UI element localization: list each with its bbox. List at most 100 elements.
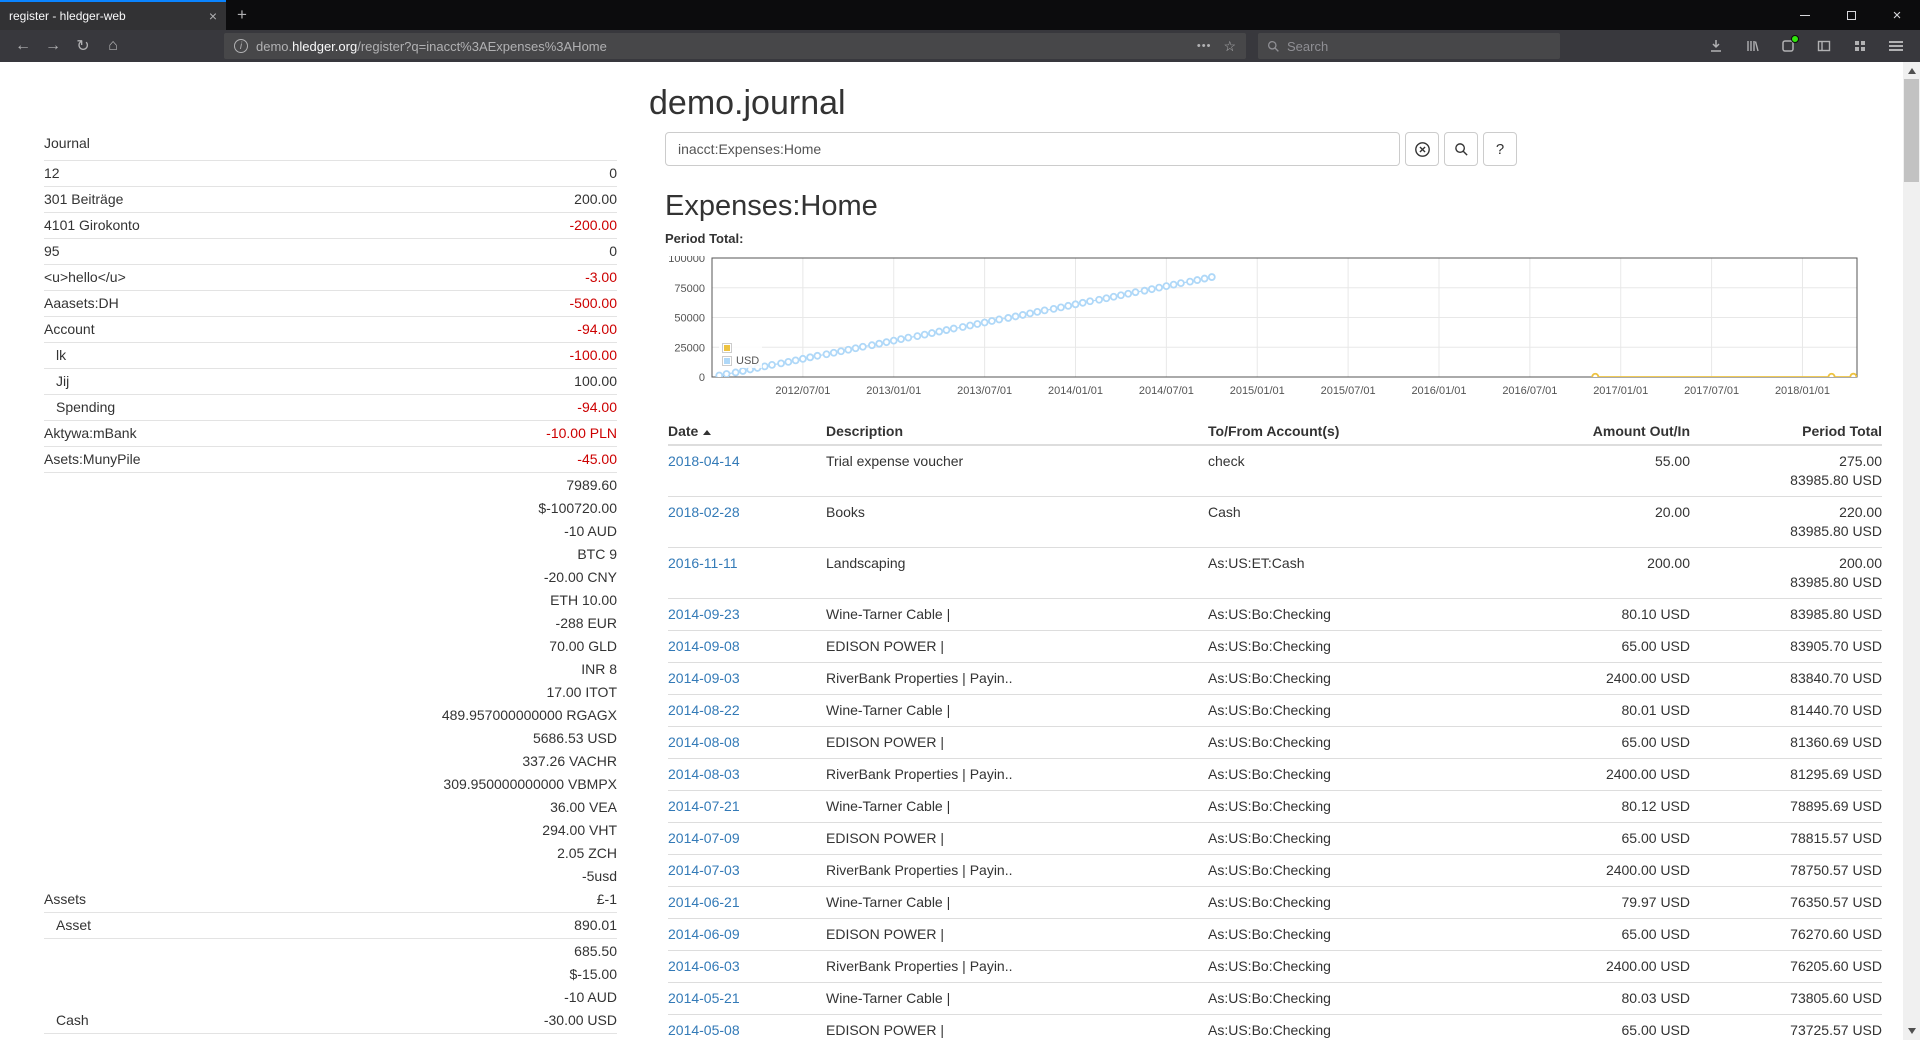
legend-color-box — [722, 342, 732, 353]
window-close-button[interactable]: × — [1892, 6, 1902, 24]
browser-search-field[interactable]: Search — [1258, 33, 1560, 59]
account-link[interactable]: Aktywa:mBank — [44, 425, 137, 441]
menu-icon[interactable] — [1882, 33, 1910, 59]
account-line: INR 8 — [44, 658, 617, 681]
transaction-description: EDISON POWER | — [826, 630, 1208, 663]
account-line: 294.00 VHT — [44, 819, 617, 842]
account-link[interactable]: Spending — [56, 399, 116, 415]
account-link[interactable]: lk — [56, 347, 67, 363]
account-link[interactable]: Asset — [56, 917, 92, 933]
new-tab-button[interactable]: + — [237, 5, 247, 24]
account-link[interactable]: Assets — [44, 891, 87, 907]
transaction-date-link[interactable]: 2014-07-21 — [668, 798, 740, 814]
account-entry: Jij 100.00 — [44, 369, 617, 395]
search-button[interactable] — [1444, 132, 1478, 166]
transaction-amount: 55.00 — [1538, 444, 1690, 497]
account-link[interactable]: Aaasets:DH — [44, 295, 119, 311]
chart-legend: USD — [719, 340, 763, 368]
transaction-account: As:US:Bo:Checking — [1208, 662, 1538, 695]
scrollbar-up-arrow[interactable] — [1903, 62, 1920, 79]
svg-text:2014/01/01: 2014/01/01 — [1048, 385, 1103, 397]
svg-text:50000: 50000 — [674, 313, 705, 325]
home-icon[interactable]: ⌂ — [108, 37, 118, 54]
register-row: 2014-09-08 EDISON POWER | As:US:Bo:Checkin… — [668, 630, 1882, 663]
account-link[interactable]: 301 Beiträge — [44, 191, 124, 207]
account-line: 17.00 ITOT — [44, 681, 617, 704]
account-line: 7989.60 — [44, 474, 617, 497]
column-header-date[interactable]: Date — [668, 418, 826, 446]
account-link[interactable]: 4101 Girokonto — [44, 217, 140, 233]
transaction-date-link[interactable]: 2014-07-03 — [668, 862, 740, 878]
help-button[interactable]: ? — [1483, 132, 1517, 166]
query-form: ? — [665, 132, 1517, 166]
download-icon[interactable] — [1702, 33, 1730, 59]
transaction-date-link[interactable]: 2014-08-08 — [668, 734, 740, 750]
account-link[interactable]: Cash — [56, 1012, 89, 1028]
transaction-running-total: 78895.69 USD — [1690, 790, 1882, 823]
back-icon[interactable]: ← — [15, 37, 31, 54]
account-link[interactable]: <u>hello</u> — [44, 269, 126, 285]
account-link[interactable]: 12 — [44, 165, 60, 181]
account-link[interactable] — [44, 1035, 56, 1040]
transaction-running-total: 78815.57 USD — [1690, 822, 1882, 855]
forward-icon[interactable]: → — [45, 37, 61, 54]
account-link[interactable]: Asets:MunyPile — [44, 451, 141, 467]
transaction-date-link[interactable]: 2014-06-21 — [668, 894, 740, 910]
transaction-amount: 65.00 USD — [1538, 1014, 1690, 1040]
account-balance: 489.957000000000 RGAGX — [441, 707, 617, 723]
transaction-date-link[interactable]: 2014-08-03 — [668, 766, 740, 782]
browser-tab[interactable]: register - hledger-web × — [0, 0, 226, 30]
transaction-date-link[interactable]: 2014-09-03 — [668, 670, 740, 686]
transaction-date-link[interactable]: 2014-06-09 — [668, 926, 740, 942]
extension-icon[interactable] — [1774, 33, 1802, 59]
transaction-date-link[interactable]: 2014-08-22 — [668, 702, 740, 718]
transaction-running-total: 81360.69 USD — [1690, 726, 1882, 759]
account-link[interactable] — [44, 986, 56, 1009]
transaction-date-link[interactable]: 2014-05-21 — [668, 990, 740, 1006]
transaction-date-link[interactable]: 2018-02-28 — [668, 504, 740, 520]
scrollbar-thumb[interactable] — [1904, 79, 1919, 182]
maximize-button[interactable] — [1828, 0, 1874, 30]
magnifier-icon — [1454, 142, 1468, 156]
account-link[interactable]: Jij — [56, 373, 70, 389]
site-info-icon[interactable]: i — [234, 39, 248, 53]
page-scrollbar[interactable] — [1903, 62, 1920, 1040]
account-entry: <u>hello</u> -3.00 — [44, 265, 617, 291]
sidebar-journal-link[interactable]: Journal — [44, 135, 90, 151]
apps-grid-icon[interactable] — [1846, 33, 1874, 59]
library-icon[interactable] — [1738, 33, 1766, 59]
svg-text:100000: 100000 — [668, 256, 705, 265]
scrollbar-down-arrow[interactable] — [1907, 1028, 1916, 1034]
transaction-account: As:US:Bo:Checking — [1208, 630, 1538, 663]
legend-color-box — [722, 355, 732, 366]
sidebar-toggle-icon[interactable] — [1810, 33, 1838, 59]
transaction-running-total: 73805.60 USD — [1690, 982, 1882, 1015]
url-bar[interactable]: i demo.hledger.org/register?q=inacct%3AE… — [224, 33, 1246, 59]
transaction-date-link[interactable]: 2014-09-08 — [668, 638, 740, 654]
clear-query-button[interactable] — [1405, 132, 1439, 166]
transaction-description: EDISON POWER | — [826, 918, 1208, 951]
transaction-date-link[interactable]: 2014-06-03 — [668, 958, 740, 974]
account-link[interactable]: Account — [44, 321, 95, 337]
transaction-date-link[interactable]: 2018-04-14 — [668, 453, 740, 469]
svg-text:2016/07/01: 2016/07/01 — [1502, 385, 1557, 397]
transaction-date-link[interactable]: 2014-05-08 — [668, 1022, 740, 1038]
transaction-running-total: 83985.80 USD — [1690, 598, 1882, 631]
transaction-date-link[interactable]: 2014-07-09 — [668, 830, 740, 846]
bookmark-star-icon[interactable]: ☆ — [1223, 37, 1236, 54]
minimize-button[interactable] — [1782, 0, 1828, 30]
transaction-date-link[interactable]: 2016-11-11 — [668, 555, 738, 571]
svg-text:2017/01/01: 2017/01/01 — [1593, 385, 1648, 397]
account-link[interactable]: 95 — [44, 243, 60, 259]
reload-icon[interactable]: ↻ — [76, 38, 90, 55]
query-input[interactable] — [665, 132, 1400, 166]
account-link[interactable] — [44, 963, 56, 986]
account-link[interactable] — [44, 940, 56, 963]
transaction-description: Books — [826, 496, 1208, 548]
tab-close-icon[interactable]: × — [208, 8, 217, 24]
account-entry: Asets:MunyPile -45.00 — [44, 447, 617, 473]
page-actions-icon[interactable]: ••• — [1196, 40, 1212, 52]
transaction-running-total: 78750.57 USD — [1690, 854, 1882, 887]
transaction-date-link[interactable]: 2014-09-23 — [668, 606, 740, 622]
account-line: $-100720.00 — [44, 497, 617, 520]
